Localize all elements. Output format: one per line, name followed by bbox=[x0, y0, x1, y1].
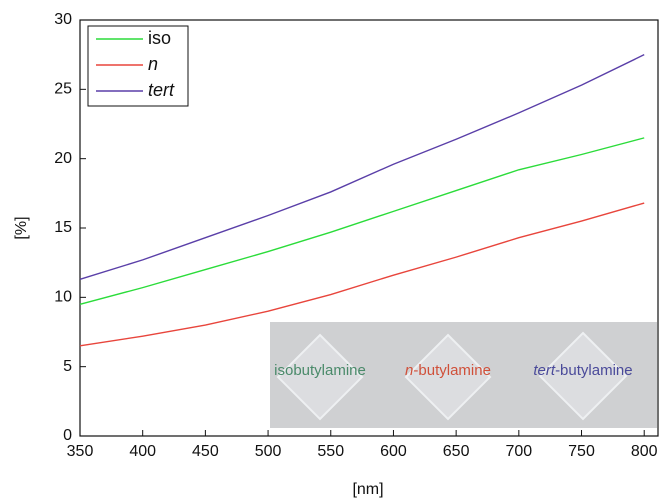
series-line bbox=[79, 202, 645, 347]
y-tick-label: 30 bbox=[54, 11, 72, 28]
x-tick-label: 350 bbox=[67, 443, 94, 460]
x-tick-label: 450 bbox=[192, 443, 219, 460]
film-sample bbox=[538, 331, 628, 421]
inset-photo bbox=[270, 322, 657, 428]
x-tick-label: 750 bbox=[568, 443, 595, 460]
y-tick-label: 10 bbox=[54, 289, 72, 306]
y-axis-label: [%] bbox=[13, 216, 30, 239]
inset-label-text: -butylamine bbox=[413, 362, 491, 379]
inset-label-text: isobutylamine bbox=[274, 362, 366, 379]
x-tick-label: 550 bbox=[317, 443, 344, 460]
film-sample bbox=[404, 333, 492, 421]
y-tick-label: 25 bbox=[54, 81, 72, 98]
x-tick-label: 400 bbox=[129, 443, 156, 460]
x-tick-label: 500 bbox=[255, 443, 282, 460]
y-tick-label: 15 bbox=[54, 219, 72, 236]
inset-label-text: -butylamine bbox=[555, 362, 633, 379]
series-line bbox=[79, 137, 645, 305]
x-tick-label: 700 bbox=[505, 443, 532, 460]
x-tick-label: 600 bbox=[380, 443, 407, 460]
y-tick-label: 0 bbox=[63, 427, 72, 444]
legend-label: tert bbox=[148, 80, 175, 100]
inset-label: n-butylamine bbox=[405, 362, 491, 379]
inset-label: isobutylamine bbox=[274, 362, 366, 379]
series-line bbox=[79, 54, 645, 280]
y-tick-label: 20 bbox=[54, 150, 72, 167]
y-tick-label: 5 bbox=[63, 358, 72, 375]
legend-label: n bbox=[148, 54, 158, 74]
inset-label-prefix: tert bbox=[533, 362, 556, 379]
x-axis-label: [nm] bbox=[352, 481, 383, 498]
inset-label: tert-butylamine bbox=[533, 362, 632, 379]
x-tick-label: 800 bbox=[631, 443, 658, 460]
film-sample bbox=[276, 333, 364, 421]
legend-label: iso bbox=[148, 28, 171, 48]
x-tick-label: 650 bbox=[443, 443, 470, 460]
inset-label-prefix: n bbox=[405, 362, 413, 379]
